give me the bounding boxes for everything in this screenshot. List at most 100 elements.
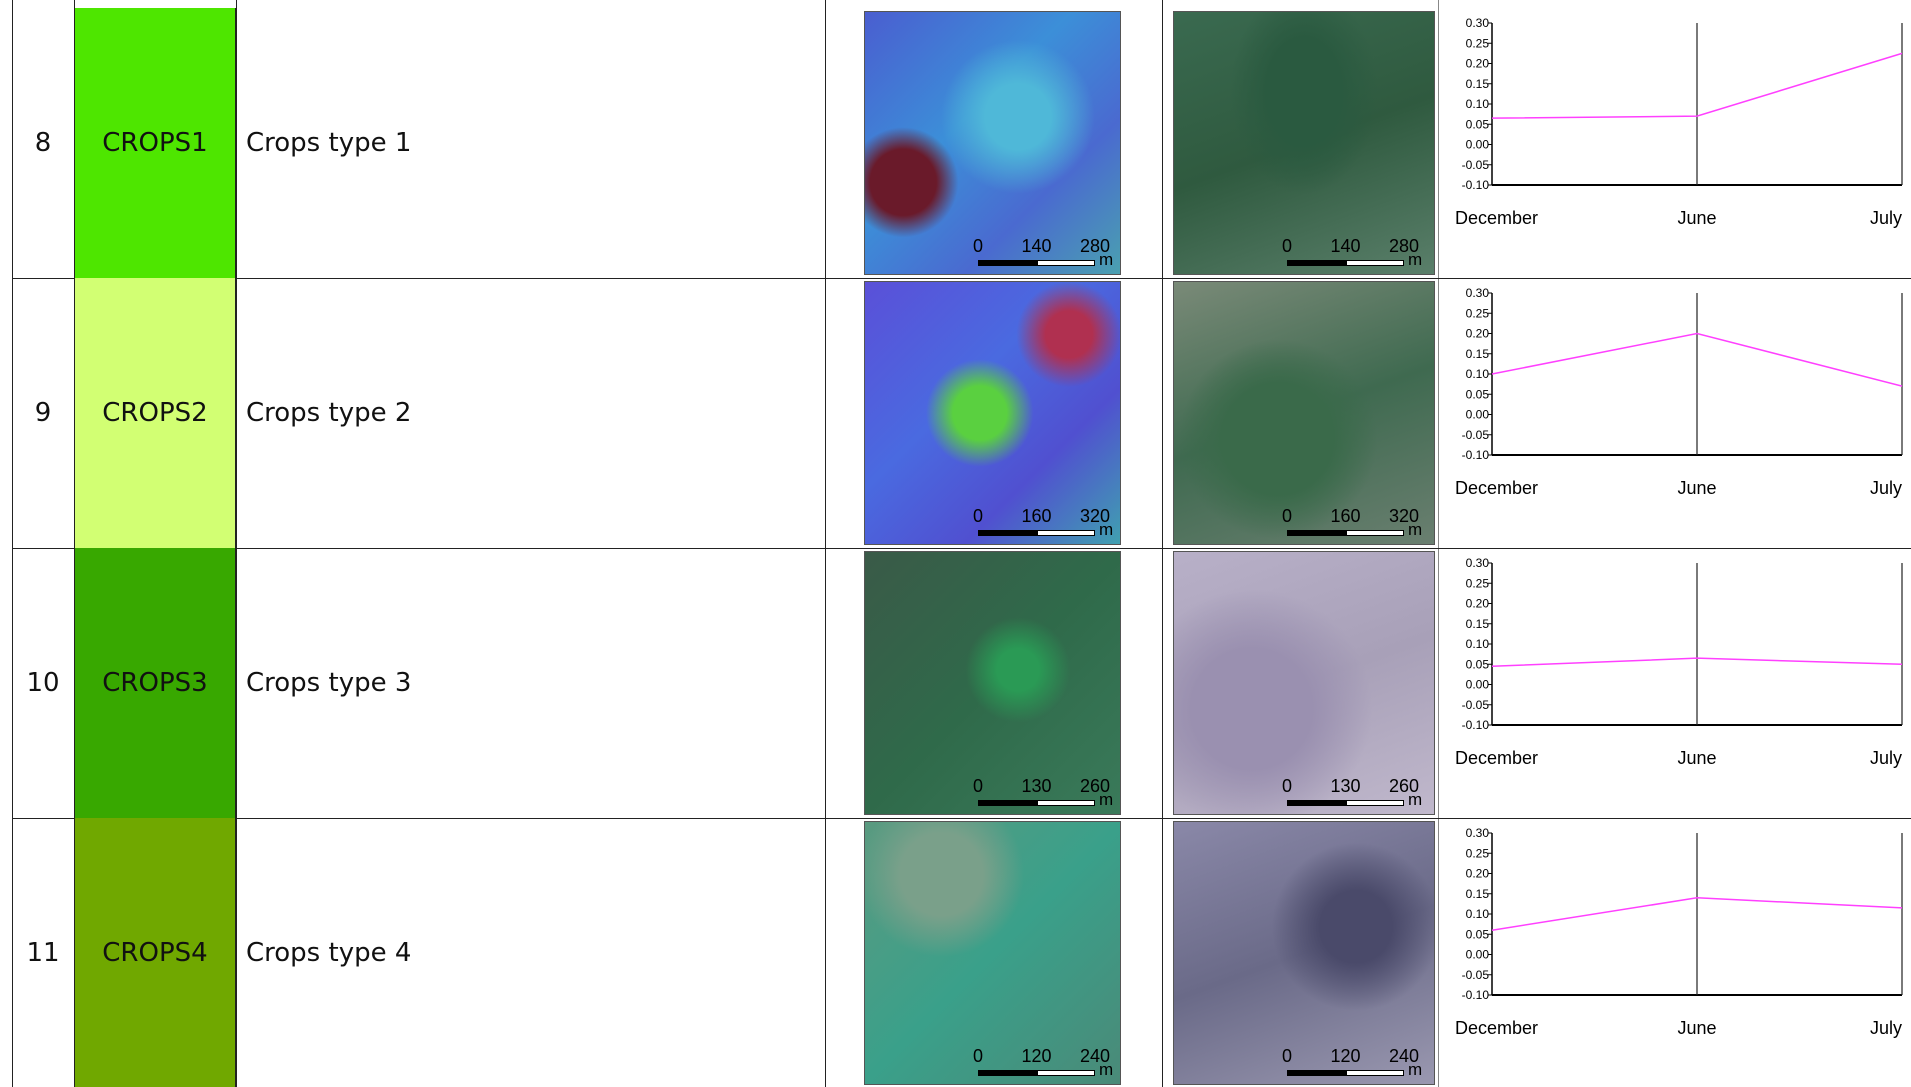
x-tick-label: December [1455,1018,1538,1038]
y-tick-label: 0.00 [1466,678,1490,692]
scale-bar-label: 0 [958,1046,998,1067]
scale-bar-label: 0 [1267,236,1307,257]
class-swatch: CROPS3 [74,548,236,818]
scale-bar-label: 130 [1017,776,1057,797]
x-tick-label: December [1455,748,1538,768]
profile-chart: 0.300.250.200.150.100.050.00-0.05-0.10De… [1438,548,1911,818]
scale-bar-label: 160 [1017,506,1057,527]
x-tick-label: July [1870,1018,1902,1038]
scale-bar-black [1287,260,1346,266]
x-tick-label: December [1455,478,1538,498]
scale-bar-black [1287,530,1346,536]
y-tick-label: -0.05 [1462,968,1490,982]
class-swatch: CROPS4 [74,818,236,1087]
y-tick-label: 0.20 [1466,597,1490,611]
scale-bar-label: 130 [1326,776,1366,797]
x-tick-label: June [1677,208,1716,228]
scale-bar-label: 0 [1267,1046,1307,1067]
scale-bar-label: 140 [1326,236,1366,257]
y-tick-label: 0.20 [1466,57,1490,71]
y-tick-label: 0.05 [1466,657,1490,671]
y-tick-label: 0.20 [1466,867,1490,881]
y-tick-label: -0.05 [1462,158,1490,172]
y-tick-label: -0.05 [1462,428,1490,442]
scale-bar-label: 0 [958,506,998,527]
y-tick-label: 0.15 [1466,347,1490,361]
x-tick-label: July [1870,748,1902,768]
y-tick-label: 0.30 [1466,556,1490,570]
y-tick-label: 0.10 [1466,97,1490,111]
row-number: 9 [12,278,74,548]
y-tick-label: 0.10 [1466,907,1490,921]
class-description: Crops type 2 [246,278,746,548]
table-page: 8CROPS1Crops type 10140280m0140280m0.300… [0,0,1911,1087]
class-description: Crops type 3 [246,548,746,818]
scale-bar-white [1037,800,1096,806]
scale-bar-label: 120 [1017,1046,1057,1067]
profile-chart: 0.300.250.200.150.100.050.00-0.05-0.10De… [1438,8,1911,278]
profile-chart: 0.300.250.200.150.100.050.00-0.05-0.10De… [1438,278,1911,548]
scale-bar-black [1287,800,1346,806]
scale-bar-black [978,530,1037,536]
column-border [825,0,826,1087]
column-border [1162,0,1163,1087]
class-description: Crops type 4 [246,818,746,1087]
column-border [236,0,237,1087]
y-tick-label: 0.05 [1466,117,1490,131]
scale-bar-label: 0 [1267,506,1307,527]
y-tick-label: 0.30 [1466,826,1490,840]
scale-bar-label: 0 [958,776,998,797]
y-tick-label: -0.10 [1462,988,1490,1002]
scale-bar-unit: m [1408,1060,1422,1080]
scale-bar-label: 120 [1326,1046,1366,1067]
satellite-image: 0160320m [1173,281,1435,545]
class-description: Crops type 1 [246,8,746,278]
y-tick-label: -0.10 [1462,178,1490,192]
y-tick-label: 0.00 [1466,408,1490,422]
scale-bar-white [1346,1070,1405,1076]
scale-bar-label: 0 [1267,776,1307,797]
scale-bar-unit: m [1408,250,1422,270]
scale-bar-black [978,260,1037,266]
y-tick-label: 0.25 [1466,36,1490,50]
scale-bar-black [978,800,1037,806]
scale-bar-white [1037,530,1096,536]
x-tick-label: June [1677,1018,1716,1038]
class-swatch: CROPS1 [74,8,236,278]
scale-bar-unit: m [1099,520,1113,540]
scale-bar-black [1287,1070,1346,1076]
scale-bar-black [978,1070,1037,1076]
scale-bar-unit: m [1408,790,1422,810]
scale-bar-white [1037,1070,1096,1076]
scale-bar-label: 140 [1017,236,1057,257]
x-tick-label: July [1870,208,1902,228]
y-tick-label: 0.25 [1466,576,1490,590]
scale-bar-white [1346,260,1405,266]
x-tick-label: June [1677,478,1716,498]
y-tick-label: -0.05 [1462,698,1490,712]
scale-bar-white [1346,800,1405,806]
y-tick-label: 0.30 [1466,286,1490,300]
scale-bar-unit: m [1099,250,1113,270]
y-tick-label: -0.10 [1462,718,1490,732]
y-tick-label: 0.25 [1466,846,1490,860]
scale-bar-unit: m [1099,790,1113,810]
y-tick-label: 0.00 [1466,948,1490,962]
profile-chart: 0.300.250.200.150.100.050.00-0.05-0.10De… [1438,818,1911,1087]
row-number: 10 [12,548,74,818]
x-tick-label: December [1455,208,1538,228]
y-tick-label: 0.15 [1466,77,1490,91]
scale-bar-label: 0 [958,236,998,257]
row-number: 8 [12,8,74,278]
y-tick-label: 0.05 [1466,927,1490,941]
x-tick-label: July [1870,478,1902,498]
y-tick-label: -0.10 [1462,448,1490,462]
x-tick-label: June [1677,748,1716,768]
scale-bar-unit: m [1099,1060,1113,1080]
